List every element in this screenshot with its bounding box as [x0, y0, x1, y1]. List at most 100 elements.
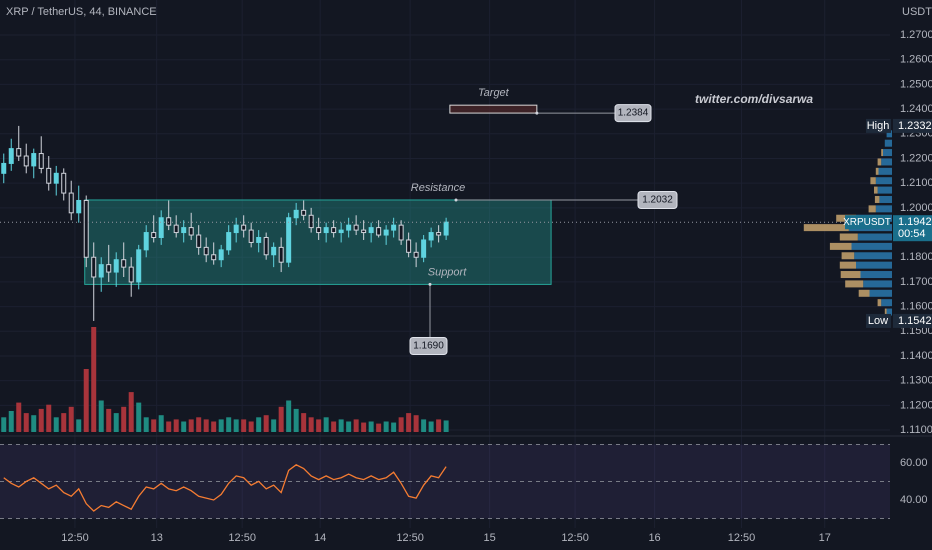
candle-body [203, 246, 209, 256]
profile-up [875, 167, 879, 175]
volume-bar [53, 417, 59, 432]
resistance-callout-box [637, 190, 678, 209]
candle-body [143, 232, 149, 251]
volume-bar [421, 419, 427, 432]
profile-down [860, 271, 892, 279]
plot: Target 1.2384 1.2032 Resistance 1.1690 Suppor… [0, 0, 932, 528]
candle-body [316, 227, 322, 234]
volume-bar [128, 392, 134, 432]
profile-down [884, 139, 892, 147]
candle-body [368, 227, 374, 234]
profile-up [840, 271, 861, 279]
volume-bar [211, 421, 217, 432]
volume-bar [8, 411, 14, 432]
candle-body [23, 155, 29, 167]
support-callout-box [409, 337, 448, 355]
profile-down [881, 299, 892, 307]
profile-up [877, 158, 882, 166]
candle-body [121, 259, 127, 268]
volume-bar [196, 417, 202, 432]
target-callout-box [614, 104, 652, 123]
low-value-box [893, 313, 932, 328]
x-tick-label: 12:50 [561, 532, 589, 544]
x-tick-label: 15 [483, 532, 495, 544]
profile-down [886, 130, 892, 138]
target-callout-label: 1.2384 [618, 108, 649, 119]
profile-down [877, 186, 892, 194]
volume-bar [173, 419, 179, 432]
last-symbol-box [845, 215, 890, 230]
profile-up [803, 224, 849, 232]
y-tick-label: 1.1600 [900, 301, 932, 313]
profile-up [845, 280, 864, 288]
low-name-box [866, 313, 891, 328]
profile-down [886, 308, 892, 316]
x-tick-label: 12:50 [728, 532, 756, 544]
y-tick-label: 1.2200 [900, 152, 932, 164]
volume-bar [181, 421, 187, 432]
profile-down [869, 289, 892, 297]
candle-body [166, 217, 172, 226]
volume-bar [23, 413, 29, 432]
candle-body [8, 148, 14, 164]
candle-body [128, 266, 134, 283]
volume-bar [443, 420, 449, 432]
candle-body [83, 199, 89, 258]
candle-body [376, 227, 382, 236]
profile-up [839, 233, 858, 241]
candle-body [76, 199, 82, 214]
volume-bar [98, 400, 104, 432]
y-tick-label: 1.1200 [900, 399, 932, 411]
target-box [449, 104, 538, 114]
volume-bar [226, 417, 232, 432]
profile-up [858, 289, 870, 297]
candle-body [331, 227, 337, 234]
x-tick-label: 14 [314, 532, 326, 544]
volume-bar [301, 413, 307, 432]
x-tick-label: 12:50 [228, 532, 256, 544]
profile-up [881, 149, 883, 157]
candle-body [256, 236, 262, 243]
candle-body [188, 227, 194, 236]
candle-body [293, 209, 299, 219]
candle-body [151, 232, 157, 238]
profile-down [879, 195, 892, 203]
profile-down [883, 149, 892, 157]
volume-bar [151, 419, 157, 432]
candle-body [421, 239, 427, 258]
profile-down [857, 233, 892, 241]
volume-bar [383, 421, 389, 432]
volume-bar [271, 419, 277, 432]
volume-bar [331, 421, 337, 432]
y-tick-label: 1.2700 [900, 29, 932, 41]
y-tick-label: 1.1300 [900, 375, 932, 387]
candle-body [16, 148, 22, 157]
rsi-band [0, 444, 890, 519]
high-value: 1.2332 [898, 120, 932, 132]
rsi-line [3, 464, 447, 512]
x-tick-label: 12:50 [61, 532, 89, 544]
candle-body [428, 232, 434, 241]
volume-bar [158, 415, 164, 432]
candle-body [263, 236, 269, 256]
profile-down [875, 177, 892, 185]
y-tick-label: 1.1100 [900, 424, 932, 436]
candle-body [346, 224, 352, 231]
profile-up [868, 205, 876, 213]
candle-body [46, 167, 52, 184]
profile-down [878, 167, 892, 175]
profile-down [881, 158, 892, 166]
chart-title: XRP / TetherUS, 44, BINANCE [6, 6, 157, 18]
candle-body [406, 239, 412, 253]
volume-bar [31, 415, 37, 432]
volume-bar [106, 408, 112, 432]
candle-body [91, 256, 97, 278]
candle-body [1, 162, 7, 174]
candle-body [31, 153, 37, 167]
volume-bar [241, 419, 247, 432]
volume-bar [353, 419, 359, 432]
candle-body [211, 254, 217, 261]
range-zone [84, 199, 552, 285]
